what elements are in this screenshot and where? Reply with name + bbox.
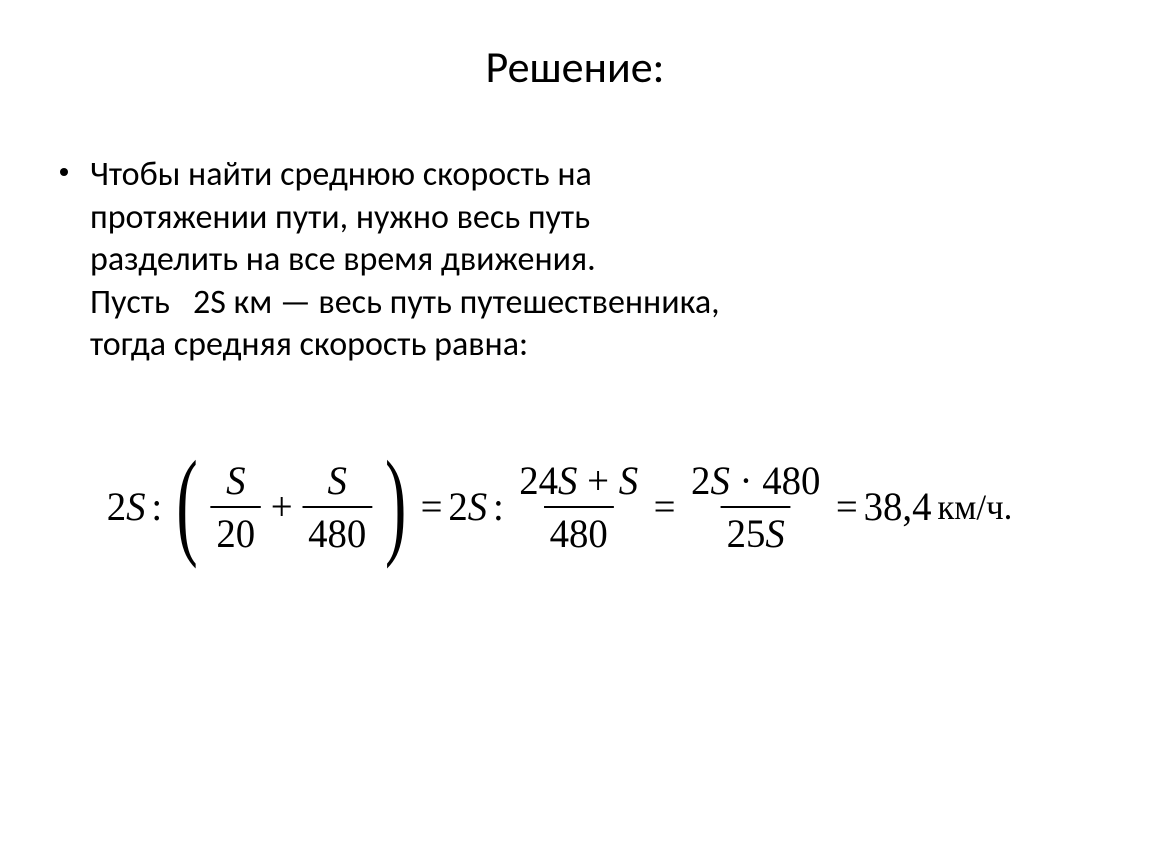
frac3-S2: S [619, 458, 638, 503]
frac4-num: 2S · 480 [685, 457, 826, 506]
f-S-1: S [126, 483, 145, 530]
frac-3: 24S + S 480 [510, 457, 648, 557]
formula: 2S : ( S 20 + S 480 ) = 2S : 24S + S 480… [60, 457, 1059, 557]
slide-title: Решение: [60, 40, 1090, 94]
f-2: 2 [107, 483, 126, 530]
frac4-25: 25 [727, 511, 766, 556]
frac3-plus: + [587, 458, 609, 503]
frac1-num: S [220, 457, 251, 506]
frac3-num: 24S + S [513, 457, 644, 506]
frac3-24: 24 [519, 458, 558, 503]
frac-2: S 480 [298, 457, 376, 557]
para-line-3: разделить на все время движения. [90, 239, 596, 280]
f-plus-1: + [265, 483, 299, 530]
para-line-5: тогда средняя скорость равна: [90, 324, 528, 365]
frac4-S: S [710, 458, 729, 503]
f-S-2: S [468, 483, 487, 530]
para-line-2: протяжении пути, нужно весь путь [90, 197, 590, 238]
lparen-icon: ( [177, 455, 198, 551]
frac1-den: 20 [211, 506, 261, 557]
para-line-4b: 2S км — весь путь путешественника, [193, 282, 720, 323]
frac4-den: 25S [721, 506, 791, 557]
slide: Решение: Чтобы найти среднюю скорость на… [0, 0, 1150, 864]
frac-4: 2S · 480 25S [681, 457, 830, 557]
frac2-num: S [322, 457, 353, 506]
frac4-dot: · [740, 458, 753, 503]
frac2-den: 480 [302, 506, 372, 557]
body-paragraph: Чтобы найти среднюю скорость на протяжен… [90, 154, 1090, 367]
rparen-icon: ) [385, 455, 406, 551]
f-eq-1: = [415, 483, 449, 530]
f-colon-1: : [145, 483, 167, 530]
f-2b: 2 [448, 483, 467, 530]
para-line-4a: Пусть [90, 282, 170, 323]
f-colon-2: : [487, 483, 509, 530]
bullet-icon [60, 168, 68, 176]
para-line-1: Чтобы найти среднюю скорость на [90, 154, 592, 195]
f-result: 38,4 [864, 483, 932, 530]
frac-1: S 20 [207, 457, 265, 557]
frac4-480: 480 [762, 458, 820, 503]
f-unit: км/ч. [932, 486, 1013, 528]
frac4-S2: S [765, 511, 784, 556]
frac3-S1: S [558, 458, 577, 503]
f-eq-3: = [830, 483, 864, 530]
frac4-2: 2 [691, 458, 710, 503]
frac3-den: 480 [544, 506, 614, 557]
f-eq-2: = [648, 483, 682, 530]
